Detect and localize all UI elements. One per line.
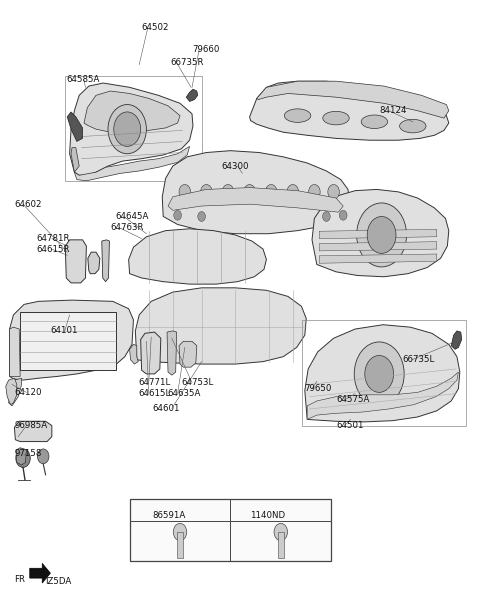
Text: 64615R: 64615R (36, 245, 70, 253)
Text: 64575A: 64575A (336, 395, 370, 404)
Text: 64602: 64602 (14, 200, 42, 208)
Circle shape (365, 355, 394, 392)
Circle shape (274, 523, 288, 541)
Polygon shape (65, 240, 86, 283)
Text: 64781R: 64781R (36, 234, 70, 243)
Text: IZ5DA: IZ5DA (46, 577, 72, 585)
Text: 64635A: 64635A (167, 389, 201, 398)
Text: 64101: 64101 (50, 327, 78, 335)
Polygon shape (130, 344, 138, 364)
Text: 84124: 84124 (379, 106, 407, 115)
Circle shape (108, 105, 146, 154)
Circle shape (201, 184, 212, 199)
Circle shape (174, 210, 181, 220)
Circle shape (309, 184, 320, 199)
Circle shape (37, 449, 49, 464)
Polygon shape (84, 91, 180, 132)
Circle shape (287, 184, 299, 199)
Circle shape (367, 216, 396, 253)
Polygon shape (14, 421, 52, 442)
Polygon shape (71, 148, 79, 172)
Polygon shape (10, 327, 20, 376)
Text: 64615L: 64615L (138, 389, 170, 398)
Circle shape (179, 184, 191, 199)
Text: 64771L: 64771L (138, 378, 170, 387)
Ellipse shape (399, 119, 426, 133)
Polygon shape (102, 240, 109, 282)
Polygon shape (6, 378, 17, 405)
Bar (278, 532, 284, 558)
Text: FR: FR (14, 575, 25, 584)
Polygon shape (305, 325, 460, 422)
Bar (20, 312, 116, 370)
Polygon shape (319, 242, 437, 251)
Text: 64501: 64501 (336, 421, 363, 430)
Polygon shape (70, 83, 193, 175)
Circle shape (198, 212, 205, 221)
Polygon shape (319, 254, 437, 263)
Polygon shape (67, 112, 83, 141)
Polygon shape (167, 331, 177, 375)
Text: 64645A: 64645A (115, 212, 149, 221)
Bar (177, 532, 183, 558)
Text: 97158: 97158 (14, 450, 42, 458)
Polygon shape (257, 81, 449, 118)
Text: 64585A: 64585A (66, 76, 100, 84)
Circle shape (323, 212, 330, 221)
Polygon shape (88, 252, 100, 274)
Polygon shape (74, 146, 190, 181)
Text: 1140ND: 1140ND (250, 511, 286, 520)
Text: 79650: 79650 (304, 384, 332, 393)
Ellipse shape (361, 115, 388, 129)
Polygon shape (168, 188, 343, 212)
Polygon shape (250, 81, 449, 140)
Circle shape (173, 523, 187, 541)
Text: 64753L: 64753L (181, 378, 214, 387)
Circle shape (354, 342, 404, 406)
Polygon shape (312, 189, 449, 277)
Circle shape (328, 184, 339, 199)
Circle shape (339, 210, 347, 220)
Polygon shape (307, 372, 458, 419)
Polygon shape (16, 448, 26, 465)
Ellipse shape (284, 109, 311, 122)
Polygon shape (319, 229, 437, 239)
Polygon shape (135, 288, 306, 364)
Polygon shape (451, 331, 462, 349)
Text: 64120: 64120 (14, 388, 42, 397)
Bar (302, 320, 466, 426)
Bar (65, 76, 202, 181)
Polygon shape (179, 341, 197, 367)
Text: 64502: 64502 (142, 23, 169, 32)
Polygon shape (129, 229, 266, 284)
Polygon shape (30, 563, 50, 583)
Polygon shape (186, 89, 198, 101)
Circle shape (244, 184, 255, 199)
Polygon shape (10, 300, 133, 380)
Polygon shape (162, 151, 349, 234)
Text: 96985A: 96985A (14, 421, 48, 430)
Circle shape (16, 449, 30, 467)
Circle shape (357, 203, 407, 267)
Text: 64601: 64601 (153, 404, 180, 413)
Text: 66735L: 66735L (402, 355, 434, 364)
Polygon shape (9, 378, 22, 406)
Text: 66735R: 66735R (170, 58, 204, 67)
Ellipse shape (323, 111, 349, 125)
Polygon shape (141, 332, 161, 374)
Text: 79660: 79660 (192, 45, 219, 54)
Text: 64300: 64300 (222, 162, 249, 170)
Circle shape (265, 184, 277, 199)
Text: 86591A: 86591A (152, 511, 186, 520)
Bar (130, 499, 331, 561)
Circle shape (222, 184, 234, 199)
Circle shape (114, 112, 141, 146)
Text: 64763R: 64763R (110, 223, 144, 232)
